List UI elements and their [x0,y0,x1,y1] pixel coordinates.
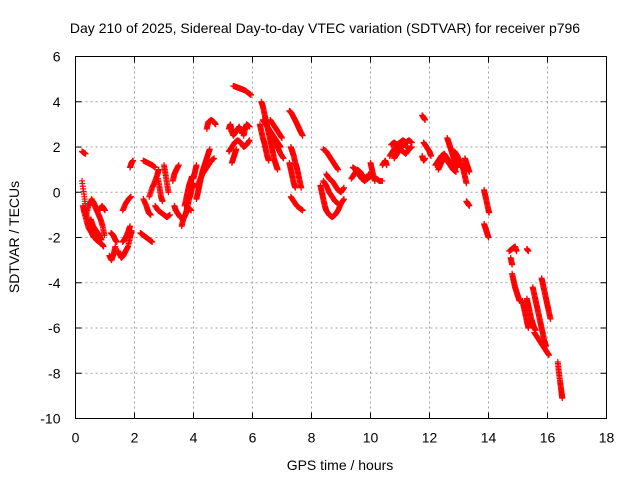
data-point [113,239,120,246]
data-point [246,123,253,130]
data-point [82,150,89,157]
data-point [159,198,166,205]
x-tick-label: 10 [363,430,379,446]
x-tick-label: 2 [131,430,139,446]
data-point [298,184,305,191]
x-tick-labels: 0 2 4 6 8 10 12 14 16 18 [72,430,615,446]
y-tick-label: -4 [48,275,61,291]
y-tick-label: -6 [48,320,61,336]
data-point [463,180,470,187]
data-point [466,168,473,175]
data-point [193,162,200,169]
data-point [340,184,347,191]
data-point [279,134,285,141]
data-point [101,232,108,239]
data-point [152,164,159,171]
data-point [422,116,429,123]
data-point [90,234,97,241]
data-point [280,155,287,162]
data-point [102,207,108,214]
x-tick-label: 6 [249,430,257,446]
data-point [100,243,107,250]
data-point [130,157,137,164]
data-point [335,166,342,173]
data-point [408,144,415,150]
data-points [78,82,566,402]
data-point [149,239,156,246]
x-tick-label: 8 [308,430,316,446]
data-point [379,177,386,184]
data-point [112,243,119,250]
y-tick-labels: -10 -8 -6 -4 -2 0 2 4 6 [40,49,60,427]
data-point [466,202,473,209]
data-point [127,223,134,230]
data-point [547,315,554,322]
x-tick-label: 18 [599,430,615,446]
data-point [545,352,552,359]
data-point [98,236,105,243]
x-tick-label: 4 [190,430,198,446]
data-point [165,189,172,196]
x-tick-label: 12 [422,430,438,446]
data-point [299,207,306,214]
x-tick-label: 16 [540,430,556,446]
data-point [383,162,390,169]
data-point [248,91,255,98]
data-point [525,248,532,255]
grid-lines [75,56,607,419]
data-point [525,325,532,331]
data-point [147,211,154,218]
y-tick-label: 0 [53,184,61,200]
data-point [265,157,272,164]
data-point [127,193,134,200]
data-point [246,137,253,144]
chart-title: Day 210 of 2025, Sidereal Day-to-day VTE… [70,20,580,36]
x-tick-label: 14 [481,430,497,446]
data-point [175,162,182,169]
data-point [212,121,219,128]
y-tick-label: 2 [53,139,61,155]
x-axis-title: GPS time / hours [287,457,394,473]
data-point [513,248,520,255]
data-point [211,155,218,162]
data-point [340,196,347,203]
data-point [292,184,299,191]
data-point [155,166,162,173]
y-tick-label: 6 [53,49,61,65]
data-point [486,209,493,216]
y-axis-title: SDTVAR / TECUs [6,181,22,293]
data-point [509,261,516,268]
data-point [274,166,281,173]
data-point [427,153,434,160]
y-tick-label: 4 [53,94,61,110]
data-point [559,395,566,402]
y-tick-label: -8 [48,365,61,381]
y-tick-label: -2 [48,230,61,246]
data-point [206,146,213,153]
data-point [453,168,460,175]
data-point [299,132,306,139]
data-point [422,155,429,162]
data-point [485,234,492,241]
x-tick-label: 0 [72,430,80,446]
y-tick-label: -10 [40,411,60,427]
data-point [166,211,173,218]
data-point [233,146,240,153]
data-point [335,200,342,207]
plot-frame [75,56,607,419]
